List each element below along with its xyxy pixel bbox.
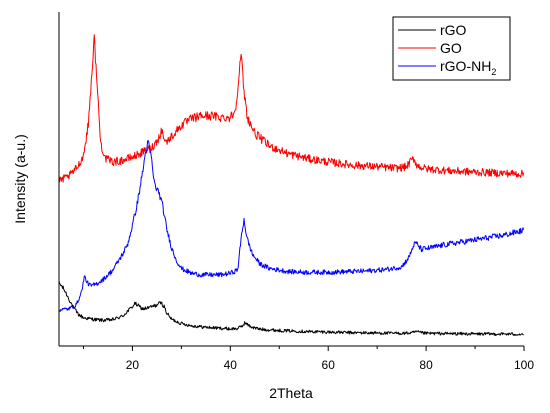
x-tick-label-20: 20 xyxy=(126,358,140,372)
plot-series xyxy=(58,34,525,336)
x-tick-label-80: 80 xyxy=(419,358,433,372)
legend-label-rgo: rGO xyxy=(440,22,467,38)
x-ticks: 20 40 60 80 100 xyxy=(82,346,534,372)
legend-label-rgo-nh2: rGO-NH2 xyxy=(440,58,496,77)
axes xyxy=(58,12,524,347)
series-line-rgo xyxy=(58,280,524,336)
series-line-go xyxy=(58,34,525,183)
legend-label-go: GO xyxy=(440,40,462,56)
x-tick-label-40: 40 xyxy=(224,358,238,372)
x-tick-label-60: 60 xyxy=(322,358,336,372)
x-axis-title: 2Theta xyxy=(269,385,313,401)
x-tick-label-100: 100 xyxy=(514,358,534,372)
series-line-rgo-nh2 xyxy=(58,140,525,312)
legend: rGO GO rGO-NH2 xyxy=(392,16,511,81)
y-axis-title: Intensity (a-u.) xyxy=(12,134,28,223)
